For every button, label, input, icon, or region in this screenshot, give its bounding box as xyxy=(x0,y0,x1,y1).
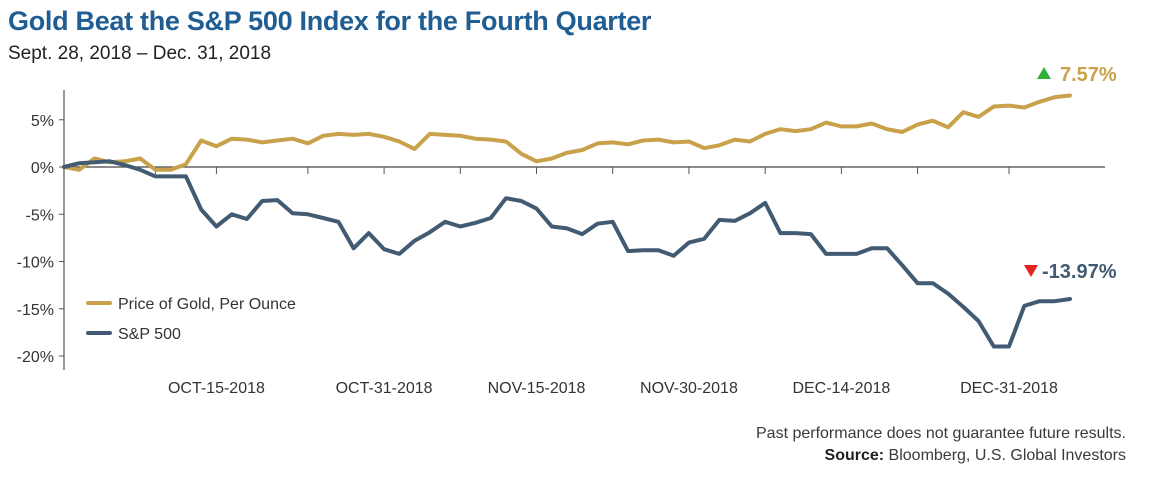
x-tick-label: OCT-31-2018 xyxy=(336,380,433,397)
legend: Price of Gold, Per Ounce S&P 500 xyxy=(86,296,296,343)
sp500-end-label: -13.97% xyxy=(1042,261,1117,283)
y-tick-label: 0% xyxy=(31,160,54,177)
x-tick-label: DEC-14-2018 xyxy=(792,380,890,397)
y-tick-label: 5% xyxy=(31,113,54,130)
gold-price-line xyxy=(62,93,1072,172)
chart-subtitle: Sept. 28, 2018 – Dec. 31, 2018 xyxy=(8,43,272,64)
y-tick-label: -20% xyxy=(17,349,54,366)
legend-gold-label: Price of Gold, Per Ounce xyxy=(118,296,296,313)
disclaimer-note: Past performance does not guarantee futu… xyxy=(756,425,1126,442)
source-label: Source: xyxy=(824,447,885,464)
chart-title: Gold Beat the S&P 500 Index for the Four… xyxy=(8,6,652,36)
x-tick-label: NOV-15-2018 xyxy=(488,380,586,397)
label-layer: 7.57% -13.97% xyxy=(1024,64,1117,283)
down-arrow-icon xyxy=(1024,265,1038,277)
y-tick-label: -5% xyxy=(26,207,54,224)
x-tick-label: DEC-31-2018 xyxy=(960,380,1058,397)
y-tick-label: -10% xyxy=(17,255,54,272)
x-tick-label: NOV-30-2018 xyxy=(640,380,738,397)
source-note: Source: Bloomberg, U.S. Global Investors xyxy=(825,447,1126,465)
axes: 5% 0% -5% -10% -15% -20% OCT-15-2018 OCT-31-201… xyxy=(17,90,1105,397)
y-tick-label: -15% xyxy=(17,302,54,319)
gold-end-label: 7.57% xyxy=(1060,64,1117,86)
series-layer xyxy=(62,93,1072,349)
legend-sp500-label: S&P 500 xyxy=(118,326,181,343)
source-text: Bloomberg, U.S. Global Investors xyxy=(884,447,1126,464)
up-arrow-icon xyxy=(1037,67,1051,79)
x-tick-label: OCT-15-2018 xyxy=(168,380,265,397)
sp500-line xyxy=(62,159,1072,349)
